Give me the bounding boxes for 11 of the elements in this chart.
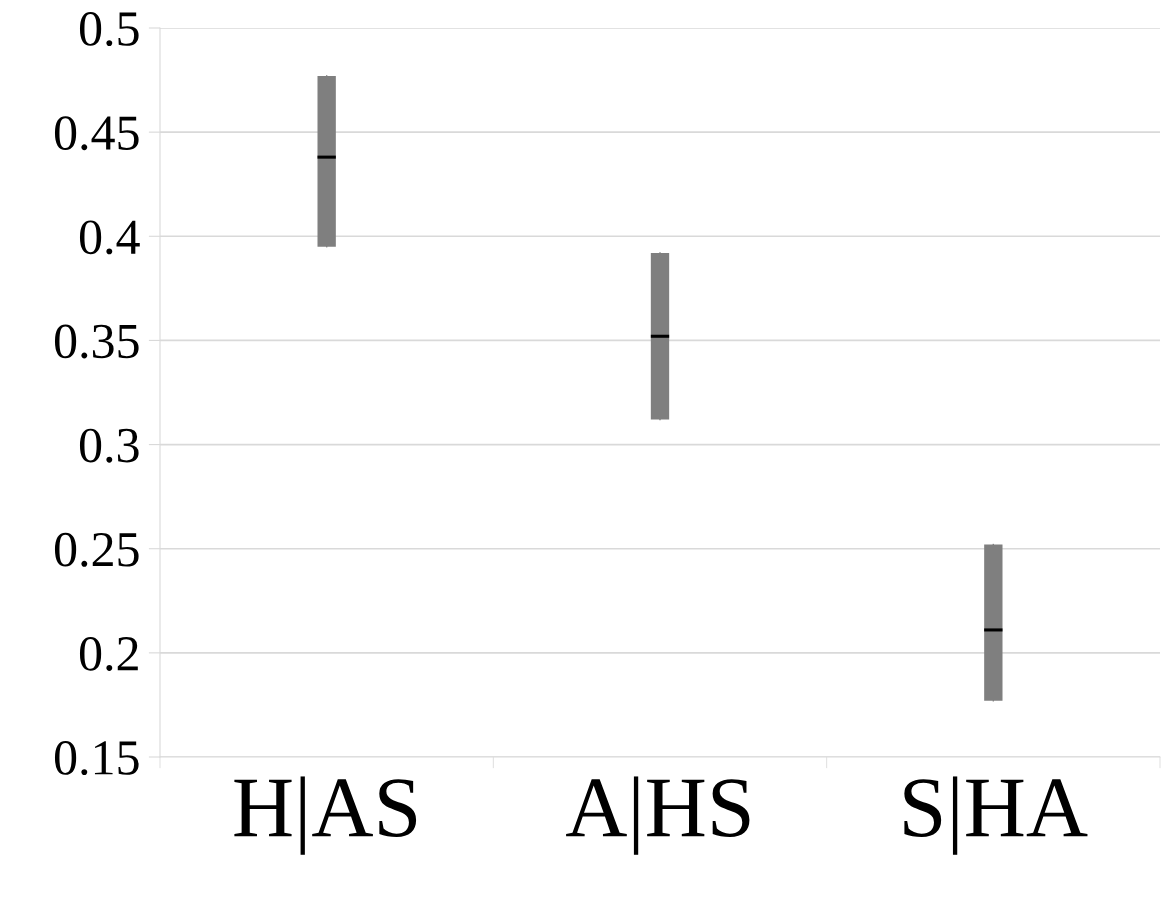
x-tick-label: A|HS (566, 776, 750, 855)
y-tick-label: 0.15 (54, 741, 139, 776)
x-tick-label: S|HA (904, 776, 1088, 855)
y-tick-label: 0.3 (79, 428, 139, 463)
y-tick-label: 0.45 (54, 116, 139, 151)
x-tick-label: H|AS (234, 776, 417, 855)
y-tick-label: 0.4 (79, 220, 140, 255)
y-tick-label: 0.35 (54, 324, 139, 359)
y-tick-label: 0.25 (54, 532, 139, 567)
y-tick-label: 0.5 (79, 12, 139, 47)
y-tick-label: 0.2 (79, 636, 138, 671)
